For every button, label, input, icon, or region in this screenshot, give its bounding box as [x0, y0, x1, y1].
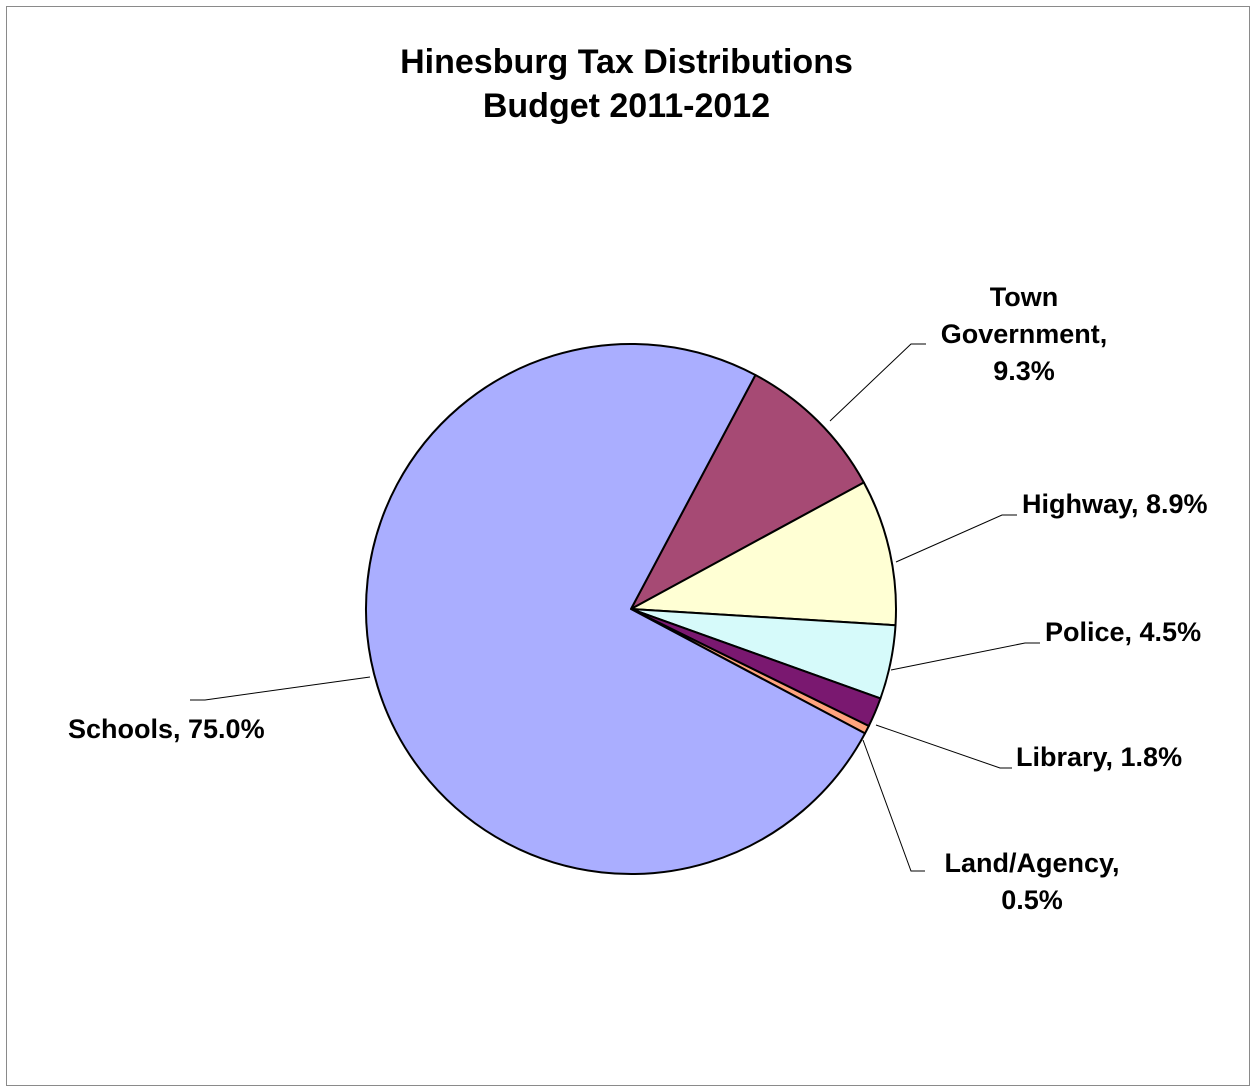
- chart-title: Hinesburg Tax Distributions Budget 2011-…: [0, 40, 1253, 128]
- pie-slice-schools: [365, 343, 866, 875]
- slice-labels: Town Government, 9.3% Highway, 8.9% Police, …: [68, 282, 1208, 915]
- data-label-highway: Highway, 8.9%: [1022, 489, 1208, 519]
- leader-line-police: [890, 642, 1040, 671]
- leader-lines: [190, 343, 1040, 872]
- chart-title-line-2: Budget 2011-2012: [482, 87, 771, 125]
- data-label-schools: Schools, 75.0%: [68, 714, 265, 744]
- data-label-library: Library, 1.8%: [1016, 742, 1182, 772]
- pie-slices: [365, 343, 897, 875]
- leader-line-town-government: [829, 343, 926, 422]
- pie-slice-highway: [630, 481, 897, 627]
- chart-title-line-1: Hinesburg Tax Distributions: [400, 43, 853, 81]
- leader-line-highway: [895, 514, 1017, 563]
- data-label-land-agency: Land/Agency, 0.5%: [944, 848, 1119, 915]
- pie-slice-town-government: [630, 374, 865, 610]
- data-label-town-government: Town Government, 9.3%: [941, 282, 1108, 386]
- leader-line-land-agency: [862, 739, 925, 872]
- data-label-police: Police, 4.5%: [1045, 617, 1201, 647]
- leader-line-schools: [190, 676, 371, 701]
- leader-line-library: [875, 724, 1012, 769]
